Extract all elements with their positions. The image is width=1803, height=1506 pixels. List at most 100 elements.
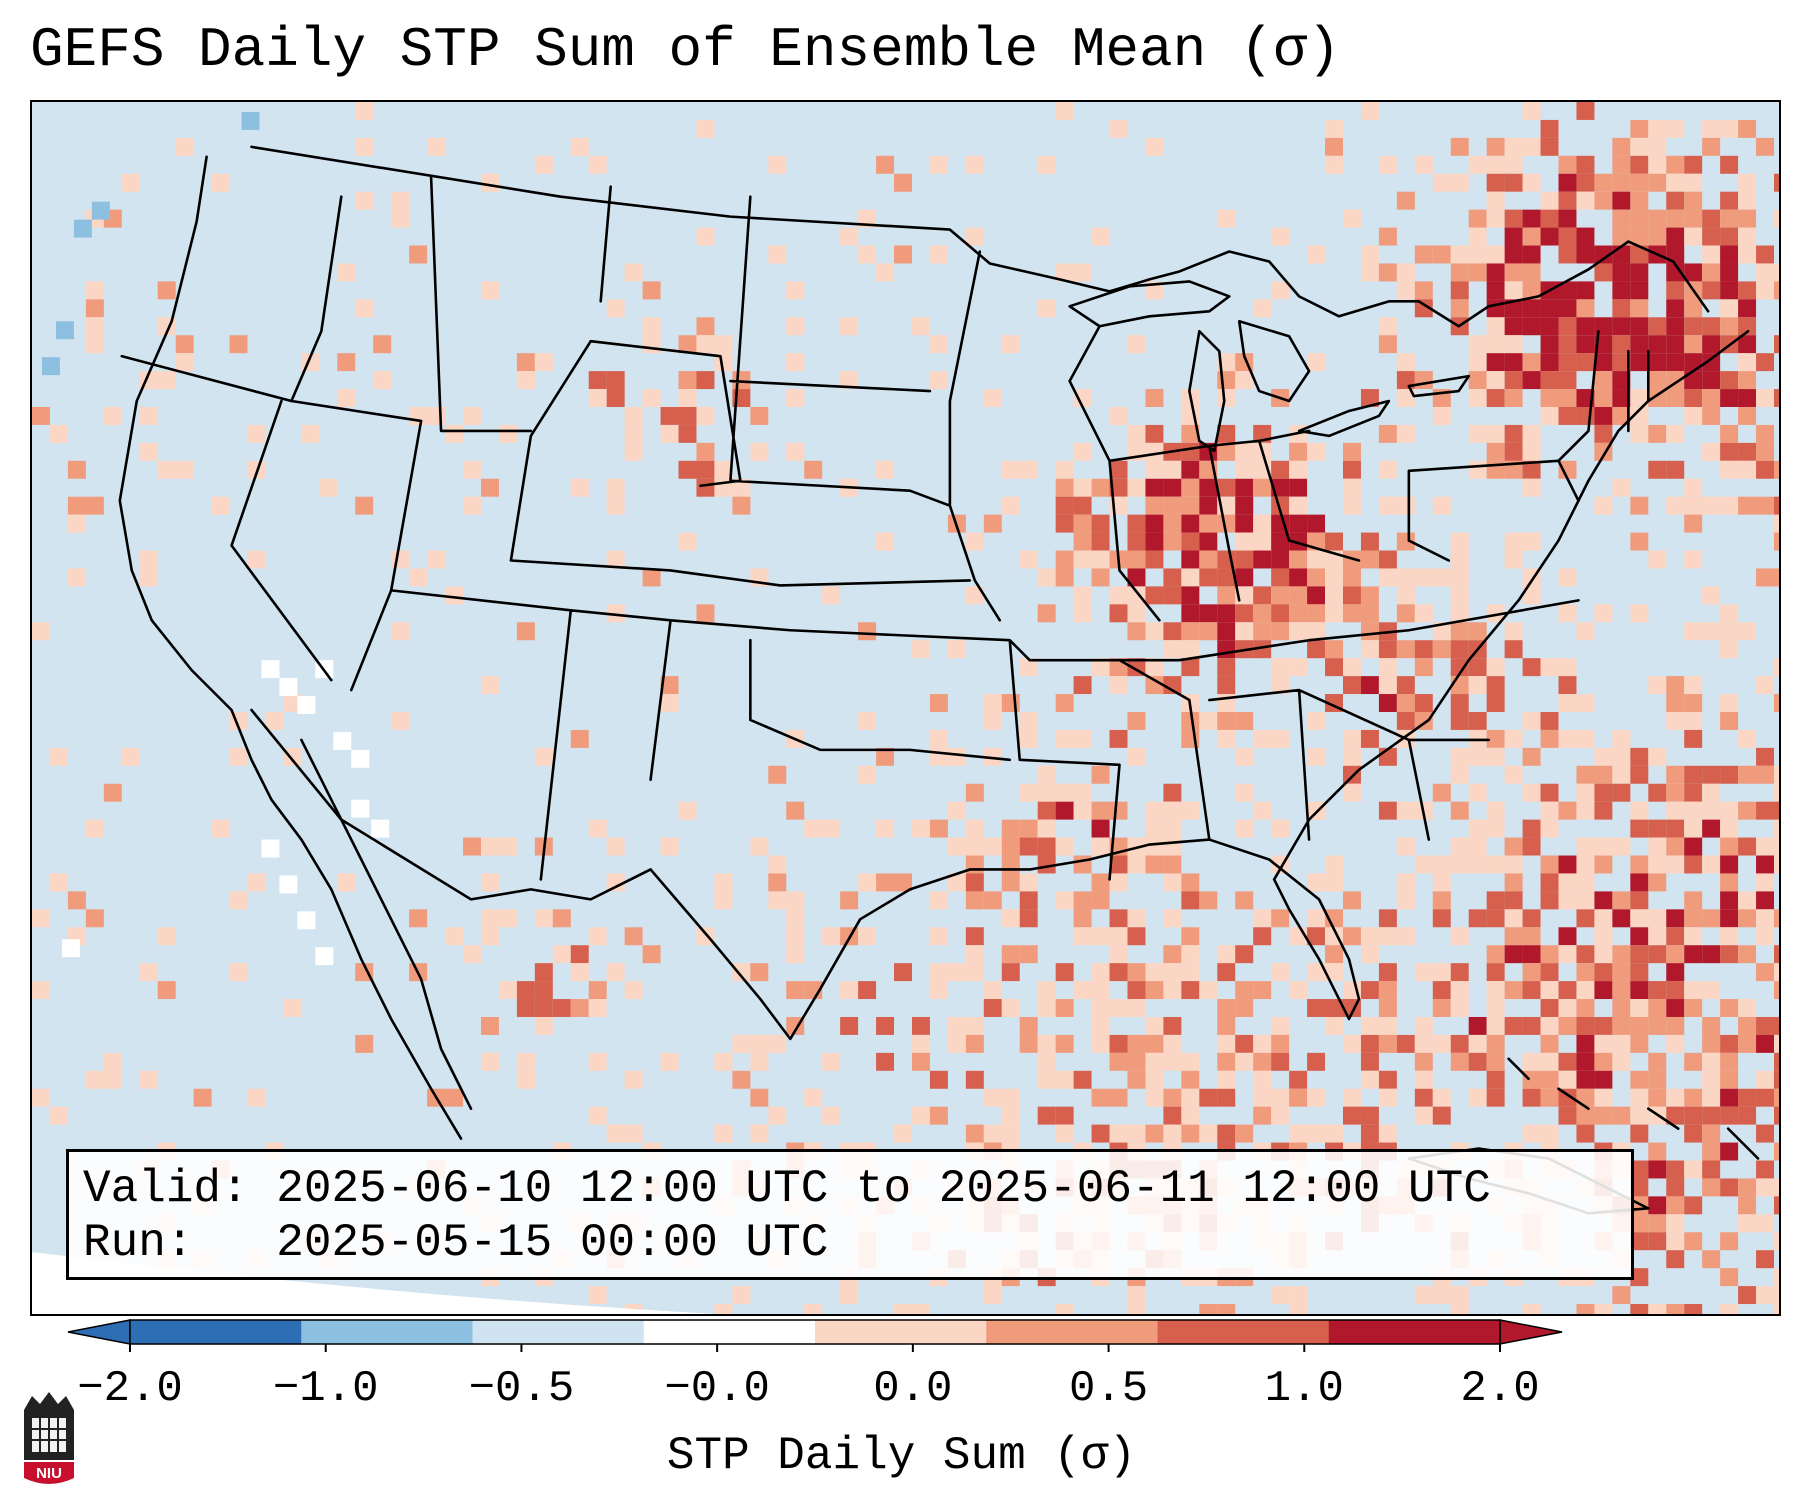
stp-cell — [1360, 1124, 1379, 1143]
stp-cell — [1702, 801, 1721, 820]
stp-cell — [1666, 1214, 1685, 1233]
stp-cell — [1594, 406, 1613, 425]
stp-cell — [588, 999, 607, 1017]
stp-cell — [947, 640, 966, 659]
stp-cell — [1073, 442, 1092, 461]
stp-cell — [1468, 353, 1487, 372]
stp-cell — [1540, 855, 1559, 874]
stp-cell — [1073, 927, 1092, 946]
stp-cell — [1504, 209, 1523, 228]
stp-cell — [1612, 1106, 1631, 1125]
stp-cell — [1540, 299, 1559, 318]
stp-cell — [1612, 1016, 1631, 1035]
map-canvas[interactable] — [32, 102, 1779, 1314]
stp-cell — [1450, 532, 1469, 551]
stp-cell — [1702, 496, 1721, 515]
stp-cell — [1522, 460, 1541, 479]
stp-cell — [1576, 765, 1595, 784]
stp-cell — [588, 927, 607, 946]
stp-cell — [1163, 1106, 1182, 1125]
stp-cell — [1235, 711, 1254, 730]
stp-cell — [858, 711, 877, 730]
stp-cell — [1756, 263, 1775, 282]
stp-cell — [1540, 891, 1559, 910]
stp-cell — [1181, 514, 1200, 533]
tick-label: 1.0 — [1264, 1364, 1344, 1414]
stp-cell — [1720, 640, 1739, 659]
stp-cell — [1540, 209, 1559, 228]
stp-cell — [840, 227, 859, 246]
stp-cell — [1540, 1070, 1559, 1089]
stp-cell — [1271, 568, 1290, 587]
stp-cell — [1702, 1052, 1721, 1071]
stp-cell — [983, 1088, 1002, 1107]
stp-cell — [1001, 873, 1020, 892]
stp-cell — [55, 321, 74, 340]
stp-cell — [1360, 927, 1379, 946]
stp-cell — [786, 927, 805, 946]
stp-cell — [1307, 1088, 1326, 1107]
stp-cell — [1235, 783, 1254, 802]
stp-cell — [1127, 855, 1146, 874]
tick-label: −0.0 — [664, 1364, 770, 1414]
stp-cell — [103, 1052, 122, 1071]
stp-cell — [983, 514, 1002, 533]
stp-cell — [1576, 891, 1595, 910]
stp-cell — [840, 1016, 859, 1035]
stp-cell — [1594, 981, 1613, 1000]
stp-cell — [1073, 263, 1092, 282]
stp-cell — [1414, 694, 1433, 712]
stp-cell — [1414, 658, 1433, 677]
stp-cell — [1091, 1088, 1110, 1107]
tick-label: −1.0 — [272, 1364, 379, 1414]
stp-cell — [1055, 999, 1074, 1017]
stp-cell — [1396, 568, 1415, 587]
stp-cell — [1073, 891, 1092, 910]
stp-cell — [1612, 353, 1631, 372]
stp-cell — [139, 550, 158, 569]
stp-cell — [876, 1016, 895, 1035]
stp-cell — [409, 245, 428, 264]
stp-cell — [1666, 1196, 1685, 1215]
stp-cell — [49, 747, 68, 766]
stp-cell — [1037, 1034, 1056, 1053]
stp-cell — [965, 927, 984, 946]
stp-cell — [1702, 1106, 1721, 1125]
stp-cell — [1468, 855, 1487, 874]
stp-cell — [1450, 137, 1469, 156]
stp-cell — [1037, 604, 1056, 623]
stp-cell — [1432, 173, 1451, 192]
stp-cell — [1630, 963, 1649, 982]
stp-cell — [822, 586, 841, 605]
valid-time-line: Valid: 2025-06-10 12:00 UTC to 2025-06-1… — [83, 1163, 1491, 1215]
stp-cell — [1630, 604, 1649, 623]
stp-cell — [732, 963, 751, 982]
stp-cell — [696, 227, 715, 246]
stp-cell — [929, 155, 948, 174]
stp-cell — [1450, 747, 1469, 766]
stp-cell — [1360, 640, 1379, 659]
stp-cell — [1684, 191, 1703, 210]
stp-cell — [1666, 1034, 1685, 1053]
stp-cell — [1271, 622, 1290, 641]
stp-cell — [1378, 335, 1397, 354]
stp-cell — [1540, 1088, 1559, 1107]
stp-cell — [1019, 460, 1038, 479]
stp-cell — [1235, 460, 1254, 479]
stp-cell — [840, 317, 859, 336]
map-panel[interactable] — [30, 100, 1781, 1316]
stp-cell — [1163, 676, 1182, 695]
stp-cell — [786, 281, 805, 300]
stp-cell — [1199, 1088, 1218, 1107]
stp-cell — [1504, 1016, 1523, 1035]
stp-cell — [1684, 1304, 1703, 1314]
stp-cell — [1756, 1016, 1775, 1035]
stp-cell — [1738, 1088, 1757, 1107]
stp-cell — [1738, 1214, 1757, 1233]
stp-cell — [983, 389, 1002, 407]
stp-cell — [1145, 1052, 1164, 1071]
stp-cell — [1630, 227, 1649, 246]
stp-cell — [1145, 1034, 1164, 1053]
stp-cell — [1720, 1268, 1739, 1287]
stp-cell — [211, 496, 230, 515]
